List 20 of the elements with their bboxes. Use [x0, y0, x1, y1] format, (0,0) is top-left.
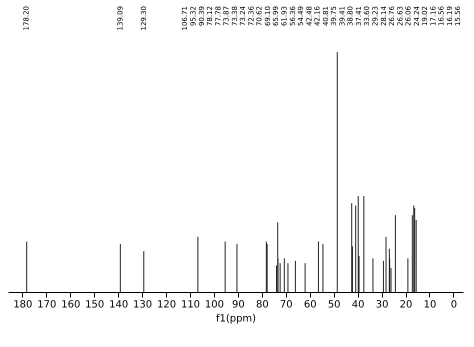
x-tick-label: 90: [232, 300, 245, 310]
x-tick-label: 70: [280, 300, 293, 310]
x-tick-label: 10: [424, 300, 436, 310]
x-axis-title: f1(ppm): [216, 314, 256, 324]
x-tick-label: 30: [376, 300, 388, 310]
x-tick-label: 80: [256, 300, 269, 310]
x-tick-label: 150: [85, 300, 104, 310]
x-tick-label: 110: [180, 300, 200, 310]
x-tick-label: 130: [133, 300, 152, 310]
x-tick-label: 60: [304, 300, 317, 310]
x-tick-label: 100: [204, 300, 224, 310]
x-tick-label: 120: [157, 300, 176, 310]
x-tick-label: 140: [109, 300, 128, 310]
x-tick-label: 0: [450, 300, 458, 310]
x-tick-label: 40: [352, 300, 364, 310]
x-tick-label: 170: [37, 300, 56, 310]
x-tick-label: 20: [400, 300, 412, 310]
x-tick-label: 50: [328, 300, 341, 310]
x-tick-label: 180: [13, 300, 32, 310]
x-tick-label: 160: [61, 300, 80, 310]
